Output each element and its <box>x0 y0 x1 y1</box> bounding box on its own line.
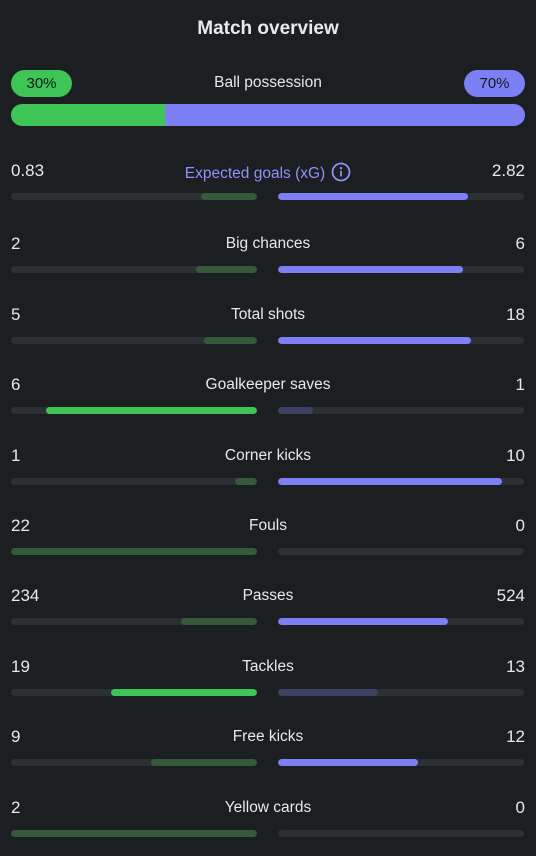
away-value: 18 <box>506 305 525 324</box>
stat-name-label: Expected goals (xG) <box>184 165 326 182</box>
away-value: 0 <box>515 516 525 535</box>
home-bar-fill <box>181 618 257 625</box>
away-bar-track <box>278 548 524 555</box>
stat-name: Big chances <box>0 235 536 253</box>
away-value: 10 <box>506 446 525 465</box>
home-bar-fill <box>110 689 257 696</box>
home-bar-fill <box>234 478 257 485</box>
away-value: 0 <box>515 798 525 817</box>
home-bar-track <box>11 689 257 696</box>
stat-row: 9 Free kicks 12 <box>0 727 536 777</box>
stat-name: Tackles <box>0 658 536 676</box>
stat-name[interactable]: Expected goals (xG) <box>0 162 536 183</box>
possession-bar <box>11 104 525 126</box>
away-bar-track <box>278 337 524 344</box>
home-value: 2 <box>11 234 21 253</box>
stat-name-label: Corner kicks <box>224 447 312 464</box>
possession-bar-home <box>11 104 166 126</box>
stat-name-label: Passes <box>242 587 294 604</box>
home-value: 19 <box>11 657 30 676</box>
away-bar-fill <box>278 759 419 766</box>
home-bar-track <box>11 759 257 766</box>
stat-row: 2 Yellow cards 0 <box>0 798 536 848</box>
home-bar-track <box>11 548 257 555</box>
away-value: 6 <box>515 234 525 253</box>
away-value: 13 <box>506 657 525 676</box>
stat-name: Free kicks <box>0 728 536 746</box>
stat-name: Passes <box>0 587 536 605</box>
home-bar-track <box>11 193 257 200</box>
away-possession-badge: 70% <box>464 70 525 97</box>
home-bar-fill <box>203 337 257 344</box>
away-value: 2.82 <box>491 161 525 180</box>
away-bar-fill <box>278 618 448 625</box>
stat-name-label: Big chances <box>225 235 311 252</box>
away-bar-fill <box>278 407 314 414</box>
stat-row: 234 Passes 524 <box>0 586 536 636</box>
away-bar-fill <box>278 689 378 696</box>
stat-name-label: Total shots <box>230 306 306 323</box>
home-value: 5 <box>11 305 21 324</box>
home-bar-track <box>11 830 257 837</box>
stat-row: 0.83 Expected goals (xG) 2.82 <box>0 161 536 211</box>
stat-row: 2 Big chances 6 <box>0 234 536 284</box>
away-bar-track <box>278 759 524 766</box>
away-bar-fill <box>278 478 502 485</box>
stat-name: Fouls <box>0 517 536 535</box>
stat-name-label: Goalkeeper saves <box>205 376 331 393</box>
away-bar-track <box>278 618 524 625</box>
away-bar-fill <box>278 266 463 273</box>
home-bar-track <box>11 618 257 625</box>
home-bar-fill <box>46 407 257 414</box>
stat-name: Total shots <box>0 306 536 324</box>
away-bar-fill <box>278 337 471 344</box>
home-bar-track <box>11 337 257 344</box>
possession-bar-away <box>165 104 525 126</box>
home-bar-track <box>11 407 257 414</box>
away-value: 524 <box>496 586 525 605</box>
home-value: 1 <box>11 446 21 465</box>
stat-name: Goalkeeper saves <box>0 376 536 394</box>
away-bar-track <box>278 193 524 200</box>
home-bar-fill <box>11 548 257 555</box>
away-bar-track <box>278 478 524 485</box>
away-bar-fill <box>278 193 469 200</box>
home-value: 2 <box>11 798 21 817</box>
home-bar-fill <box>151 759 257 766</box>
away-value: 12 <box>506 727 525 746</box>
home-bar-track <box>11 478 257 485</box>
stat-name-label: Fouls <box>249 517 287 534</box>
stat-row: 22 Fouls 0 <box>0 516 536 566</box>
home-bar-track <box>11 266 257 273</box>
stat-row: 19 Tackles 13 <box>0 657 536 707</box>
stat-name: Corner kicks <box>0 447 536 465</box>
possession-label: Ball possession <box>214 74 322 91</box>
away-bar-track <box>278 266 524 273</box>
home-value: 0.83 <box>11 161 45 180</box>
stat-name-label: Yellow cards <box>224 799 312 816</box>
home-value: 9 <box>11 727 21 746</box>
home-bar-fill <box>11 830 257 837</box>
home-value: 22 <box>11 516 30 535</box>
stat-row: 1 Corner kicks 10 <box>0 446 536 496</box>
stat-row: 5 Total shots 18 <box>0 305 536 355</box>
away-value: 1 <box>515 375 525 394</box>
away-bar-track <box>278 407 524 414</box>
home-bar-fill <box>195 266 257 273</box>
stat-name-label: Free kicks <box>232 728 304 745</box>
away-bar-track <box>278 689 524 696</box>
home-value: 6 <box>11 375 21 394</box>
stat-row: 6 Goalkeeper saves 1 <box>0 375 536 425</box>
away-bar-track <box>278 830 524 837</box>
stat-name: Yellow cards <box>0 799 536 817</box>
info-icon[interactable] <box>331 162 351 182</box>
stat-name-label: Tackles <box>242 658 294 675</box>
page-title: Match overview <box>197 18 339 39</box>
home-bar-fill <box>201 193 257 200</box>
home-value: 234 <box>11 586 40 605</box>
home-possession-badge: 30% <box>11 70 72 97</box>
